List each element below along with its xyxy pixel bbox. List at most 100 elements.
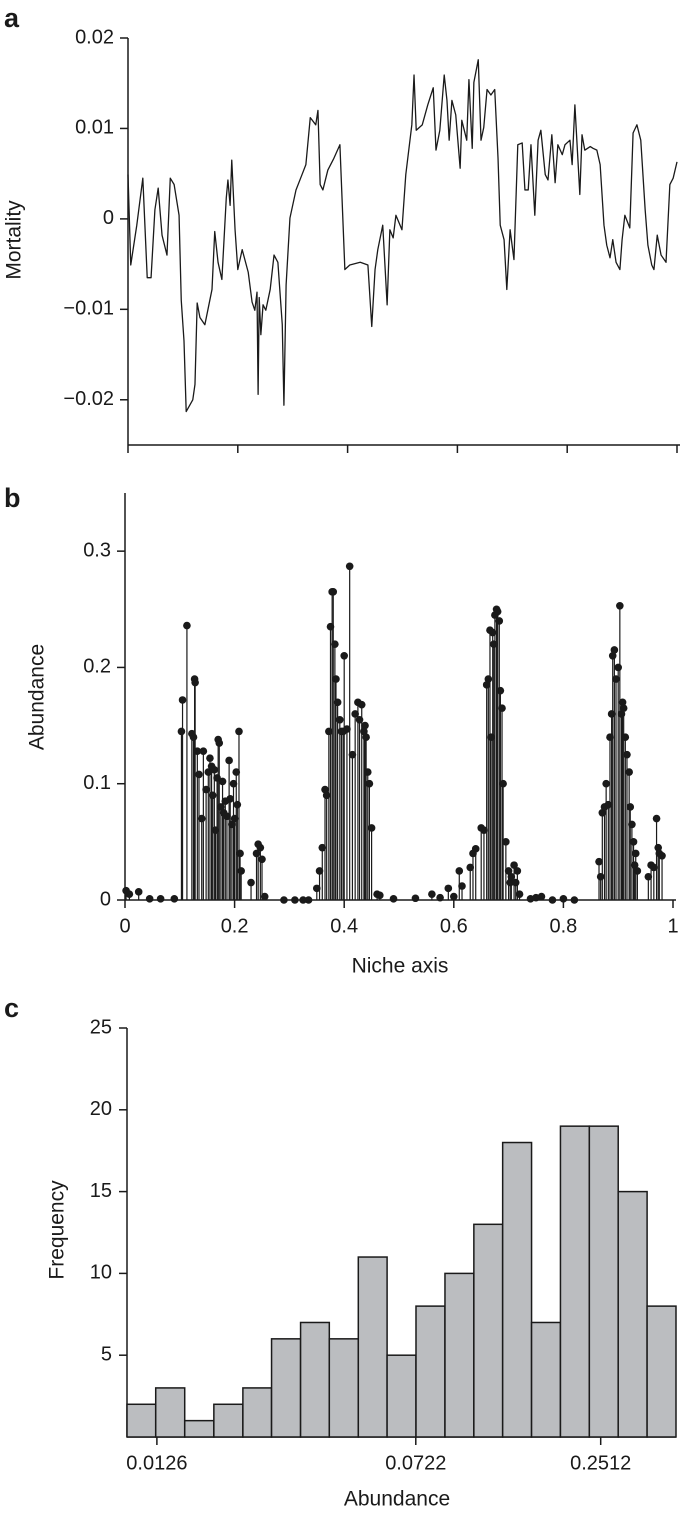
stem-marker bbox=[315, 867, 324, 875]
stem-marker bbox=[199, 747, 208, 755]
stem-marker bbox=[191, 678, 199, 687]
stem-marker bbox=[654, 843, 663, 852]
stem-marker bbox=[484, 675, 493, 683]
stem-marker bbox=[644, 872, 653, 881]
stem-marker bbox=[321, 785, 329, 794]
stem-marker bbox=[329, 588, 338, 596]
stem-marker bbox=[444, 884, 453, 893]
stem-marker bbox=[493, 607, 502, 616]
stem-marker bbox=[629, 838, 638, 846]
stem-marker bbox=[471, 845, 480, 853]
histogram-bar bbox=[415, 1305, 446, 1438]
stem-marker bbox=[428, 890, 436, 898]
stem-marker bbox=[626, 803, 635, 811]
stem-marker bbox=[537, 892, 546, 901]
stem-marker bbox=[318, 843, 327, 852]
stem-marker bbox=[607, 710, 616, 718]
stem-marker bbox=[325, 727, 333, 736]
stem-marker bbox=[411, 894, 420, 903]
stem-marker bbox=[361, 721, 369, 730]
stem-marker bbox=[332, 675, 340, 683]
x-axis-label: Niche axis bbox=[352, 955, 449, 978]
stem-marker bbox=[343, 725, 351, 733]
stem-marker bbox=[595, 857, 603, 866]
stem-marker bbox=[506, 878, 515, 887]
stem-marker bbox=[195, 770, 203, 779]
y-tick-label: 5 bbox=[101, 1343, 112, 1365]
stem-marker bbox=[504, 867, 513, 875]
x-axis-label: Abundance bbox=[344, 1488, 450, 1511]
stem-marker bbox=[623, 750, 631, 759]
stem-marker bbox=[351, 710, 359, 718]
stem-marker bbox=[233, 800, 242, 809]
histogram-bar bbox=[270, 1338, 302, 1438]
x-tick-label: 0 bbox=[119, 915, 130, 937]
stem-marker bbox=[507, 872, 516, 881]
y-tick-label: 0.02 bbox=[75, 26, 114, 48]
panel: c 5 10 15 20 25 0.0126 0.0722 0.2512 Frequency Abu… bbox=[4, 993, 677, 1511]
x-tick-label: 0.8 bbox=[549, 915, 577, 937]
stem-marker bbox=[236, 849, 244, 858]
stem-marker bbox=[260, 892, 269, 901]
stem-marker bbox=[499, 779, 507, 788]
y-tick-label: −0.02 bbox=[63, 388, 114, 410]
x-tick-label: 0.0722 bbox=[385, 1452, 446, 1474]
stem-marker bbox=[218, 777, 227, 786]
stem-marker bbox=[480, 826, 488, 835]
stem-marker bbox=[616, 601, 624, 610]
y-tick-label: 25 bbox=[90, 1016, 112, 1038]
stem-marker bbox=[365, 779, 374, 788]
stem-marker bbox=[247, 878, 255, 887]
stem-marker bbox=[362, 733, 370, 741]
stem-marker bbox=[628, 820, 636, 829]
histogram-bar bbox=[299, 1321, 331, 1438]
y-tick-label: 0.3 bbox=[83, 539, 111, 561]
stem-marker bbox=[614, 663, 622, 672]
stem-marker bbox=[495, 617, 504, 625]
y-tick-label: 0 bbox=[103, 207, 114, 229]
stem-marker bbox=[178, 696, 187, 704]
stem-marker bbox=[206, 754, 214, 762]
stem-marker bbox=[631, 849, 640, 858]
histogram-bar bbox=[213, 1403, 244, 1438]
stem-marker bbox=[633, 867, 642, 875]
histogram-bar bbox=[357, 1256, 388, 1438]
stem-marker bbox=[232, 768, 241, 776]
stem-marker bbox=[331, 640, 339, 648]
stem-marker bbox=[496, 686, 505, 695]
x-tick-label: 0.2512 bbox=[570, 1452, 631, 1474]
y-tick-label: 0.2 bbox=[83, 656, 111, 678]
x-tick-label: 0.4 bbox=[330, 915, 358, 937]
data-line bbox=[127, 59, 678, 413]
stem-marker bbox=[360, 727, 368, 736]
stem-marker bbox=[570, 896, 579, 904]
stem-marker bbox=[367, 824, 376, 832]
stem-marker bbox=[183, 621, 191, 630]
stem-marker bbox=[450, 892, 458, 901]
panel-label: b bbox=[4, 483, 21, 513]
stem-marker bbox=[313, 884, 321, 893]
panel: a −0.02 −0.01 0 0.01 0.02 Mortality bbox=[3, 3, 680, 453]
stem-marker bbox=[299, 896, 307, 904]
y-tick-label: 0 bbox=[100, 888, 111, 910]
stem-marker bbox=[125, 890, 134, 898]
stem-marker bbox=[436, 893, 444, 902]
stem-marker bbox=[226, 795, 235, 803]
stem-marker bbox=[336, 715, 344, 724]
stem-marker bbox=[215, 739, 224, 747]
histogram-bar bbox=[154, 1387, 186, 1438]
stem-marker bbox=[291, 896, 299, 904]
stem-marker bbox=[280, 896, 288, 904]
stem-marker bbox=[156, 895, 165, 903]
stem-marker bbox=[455, 867, 464, 875]
y-tick-label: 0.1 bbox=[83, 772, 111, 794]
stem-marker bbox=[225, 756, 233, 765]
stem-marker bbox=[490, 640, 498, 648]
y-tick-label: −0.01 bbox=[63, 298, 114, 320]
stem-marker bbox=[466, 863, 475, 872]
stem-marker bbox=[363, 768, 372, 776]
stem-marker bbox=[596, 872, 605, 881]
stem-marker bbox=[510, 861, 518, 869]
stem-marker bbox=[197, 814, 206, 823]
